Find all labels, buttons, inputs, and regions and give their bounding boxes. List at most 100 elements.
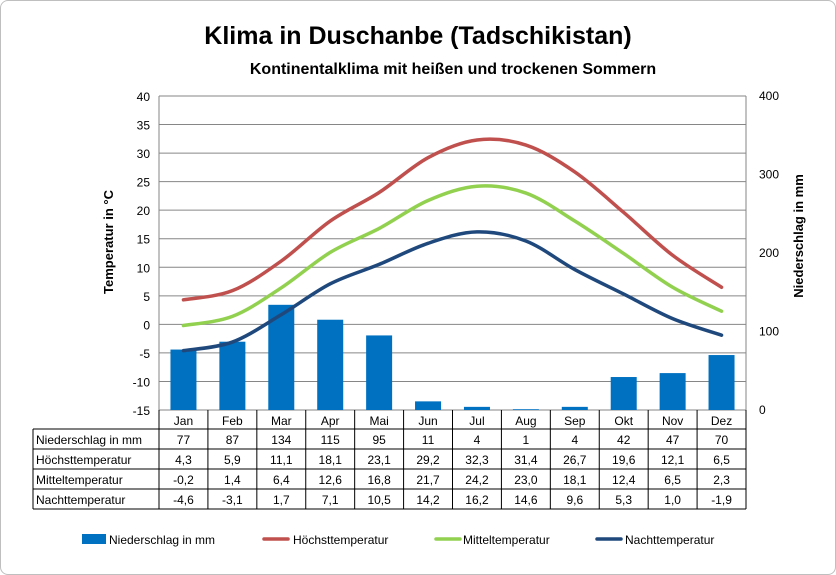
month-label-jul: Jul [469, 414, 484, 428]
table-cell: 16,8 [367, 473, 391, 487]
left-tick-label: 0 [143, 318, 150, 332]
left-tick-label: -5 [139, 347, 150, 361]
table-cell: -1,9 [711, 493, 732, 507]
left-tick-label: 40 [137, 90, 151, 104]
precipitation-bar-aug [512, 409, 539, 410]
max-temp-line [181, 137, 724, 302]
table-cell: 29,2 [416, 453, 440, 467]
month-label-nov: Nov [662, 414, 683, 428]
temperature-lines [181, 137, 724, 353]
table-cell: 5,9 [224, 453, 241, 467]
left-tick-label: 15 [137, 233, 151, 247]
table-cell: -4,6 [173, 493, 194, 507]
table-cell: 12,4 [612, 473, 636, 487]
table-cell: 26,7 [563, 453, 587, 467]
month-label-jun: Jun [418, 414, 437, 428]
right-tick-label: 400 [759, 89, 779, 103]
table-cell: 77 [177, 433, 191, 447]
left-tick-label: 30 [137, 147, 151, 161]
table-cell: 87 [226, 433, 240, 447]
table-cell: 9,6 [566, 493, 583, 507]
month-label-sep: Sep [564, 414, 586, 428]
chart-title: Klima in Duschanbe (Tadschikistan) [204, 22, 632, 50]
precipitation-bar-nov [659, 373, 686, 410]
table-cell: 12,1 [661, 453, 685, 467]
table-cell: 18,1 [319, 453, 343, 467]
table-cell: 12,6 [319, 473, 343, 487]
table-cell: 1,7 [273, 493, 290, 507]
table-cell: 47 [666, 433, 680, 447]
table-cell: 23,1 [367, 453, 391, 467]
table-row-label: Niederschlag in mm [36, 433, 142, 447]
table-cell: 14,6 [514, 493, 538, 507]
chart-subtitle: Kontinentalklima mit heißen und trockene… [249, 61, 657, 78]
table-cell: 23,0 [514, 473, 538, 487]
month-label-feb: Feb [222, 414, 243, 428]
table-cell: 14,2 [416, 493, 440, 507]
precipitation-bar-jul [463, 406, 490, 410]
precipitation-bar-apr [317, 319, 344, 410]
table-cell: 10,5 [367, 493, 391, 507]
table-row-label: Nachttemperatur [36, 493, 125, 507]
right-axis-ticks: 400 300 200 100 0 [759, 89, 779, 417]
table-cell: 24,2 [465, 473, 489, 487]
precipitation-bars [170, 304, 735, 410]
left-tick-label: 5 [143, 290, 150, 304]
right-tick-label: 300 [759, 168, 779, 182]
precipitation-bar-jan [170, 349, 197, 410]
right-axis-title: Niederschlag in mm [791, 174, 806, 298]
month-label-mar: Mar [271, 414, 292, 428]
table-cell: 11,1 [270, 453, 293, 467]
legend: Niederschlag in mm Höchsttemperatur Mittel… [82, 533, 714, 547]
data-table: Jan Feb Mar Apr Mai Jun Jul Aug Sep Okt Nov Dez Nied… [32, 410, 747, 510]
table-cell: 31,4 [514, 453, 538, 467]
precipitation-bar-okt [610, 377, 637, 410]
month-label-dez: Dez [711, 414, 732, 428]
month-label-jan: Jan [174, 414, 193, 428]
table-cell: 19,6 [612, 453, 636, 467]
right-tick-label: 0 [759, 403, 766, 417]
table-cell: 5,3 [615, 493, 632, 507]
right-tick-label: 200 [759, 246, 779, 260]
legend-label: Höchsttemperatur [293, 533, 388, 547]
table-cell: 1,0 [664, 493, 681, 507]
right-tick-label: 100 [759, 325, 779, 339]
table-cell: 134 [271, 433, 291, 447]
table-cell: 4,3 [175, 453, 192, 467]
legend-swatch-precipitation [82, 534, 106, 544]
night-temp-line [181, 230, 724, 353]
left-axis-title: Temperatur in °C [101, 189, 116, 294]
month-label-apr: Apr [321, 414, 340, 428]
legend-label: Niederschlag in mm [109, 533, 215, 547]
table-cell: 6,5 [664, 473, 681, 487]
table-cell: -0,2 [173, 473, 194, 487]
left-axis-ticks: 40 35 30 25 20 15 10 5 0 -5 -10 -15 [133, 90, 151, 418]
table-cell: 32,3 [465, 453, 489, 467]
table-row-label: Höchsttemperatur [36, 453, 131, 467]
mean-temp-line [181, 184, 724, 328]
table-cell: -3,1 [222, 493, 243, 507]
left-tick-label: 20 [137, 204, 151, 218]
table-cell: 4 [571, 433, 578, 447]
table-cell: 70 [715, 433, 729, 447]
table-cell: 7,1 [322, 493, 339, 507]
left-tick-label: 35 [137, 119, 151, 133]
table-cell: 16,2 [465, 493, 489, 507]
month-label-okt: Okt [614, 414, 633, 428]
precipitation-bar-mar [268, 304, 295, 410]
left-tick-label: 25 [137, 176, 151, 190]
table-cell: 18,1 [563, 473, 587, 487]
legend-label: Nachttemperatur [625, 533, 714, 547]
precipitation-bar-sep [561, 406, 588, 410]
table-cell: 6,4 [273, 473, 290, 487]
precipitation-bar-dez [708, 355, 735, 410]
table-cell: 6,5 [713, 453, 730, 467]
gridlines [158, 95, 747, 411]
table-cell: 4 [474, 433, 481, 447]
table-cell: 42 [617, 433, 631, 447]
left-tick-label: -15 [133, 404, 151, 418]
month-label-mai: Mai [369, 414, 388, 428]
table-cell: 11 [422, 433, 435, 447]
table-cell: 1,4 [224, 473, 241, 487]
precipitation-bar-mai [366, 335, 393, 410]
